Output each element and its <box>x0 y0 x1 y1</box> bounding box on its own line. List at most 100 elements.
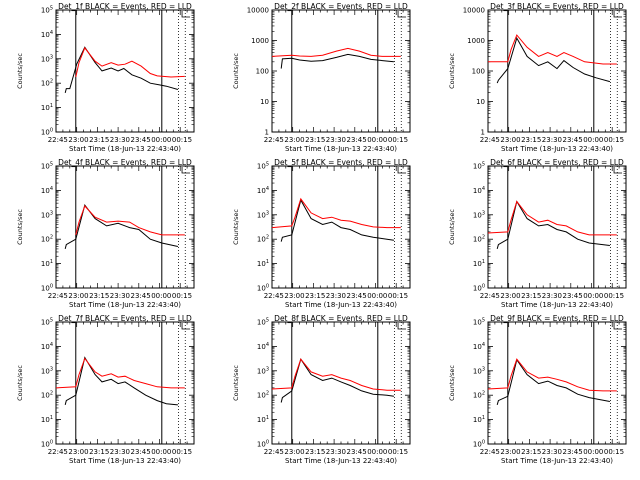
panel-det-6f: Det_6f BLACK = Events, RED = LLD 100 101 10… <box>448 158 627 309</box>
series-line-events <box>280 53 394 69</box>
x-axis-label: Start Time (18-Jun-13 22:43:40) <box>285 301 397 309</box>
y-tick-label: 104 <box>257 186 269 195</box>
series-line-lld <box>488 34 617 65</box>
panel-det-9f: Det_9f BLACK = Events, RED = LLD 100 101 10… <box>448 314 627 465</box>
x-tick-label: 00:00 <box>583 448 603 456</box>
x-tick-label: 23:30 <box>110 136 130 144</box>
x-tick-label: 00:15 <box>604 136 624 144</box>
panel-title: Det_7f BLACK = Events, RED = LLD <box>58 314 192 323</box>
y-axis-label: Counts/sec <box>448 365 456 401</box>
x-tick-label: 22:45 <box>480 136 500 144</box>
plot-frame <box>271 165 411 289</box>
y-tick-label: 104 <box>41 342 53 351</box>
bracket-marker <box>181 323 191 330</box>
x-tick-label: 23:30 <box>326 136 346 144</box>
series-line-lld <box>75 46 185 78</box>
x-axis-label: Start Time (18-Jun-13 22:43:40) <box>69 145 181 153</box>
y-tick-label: 100 <box>473 284 485 293</box>
x-tick-label: 00:15 <box>388 448 408 456</box>
y-axis-label: Counts/sec <box>232 53 240 89</box>
x-tick-label: 00:00 <box>583 136 603 144</box>
x-tick-label: 22:45 <box>264 292 284 300</box>
panel-det-5f: Det_5f BLACK = Events, RED = LLD 100 101 10… <box>232 158 411 309</box>
x-axis-label: Start Time (18-Jun-13 22:43:40) <box>285 145 397 153</box>
x-axis-label: Start Time (18-Jun-13 22:43:40) <box>501 301 613 309</box>
y-tick-label: 101 <box>41 103 53 112</box>
x-tick-label: 23:00 <box>284 136 304 144</box>
x-tick-label: 23:15 <box>89 292 109 300</box>
y-tick-label: 101 <box>473 259 485 268</box>
x-tick-label: 00:15 <box>604 448 624 456</box>
x-tick-label: 23:45 <box>131 448 151 456</box>
x-tick-label: 00:00 <box>367 136 387 144</box>
x-tick-label: 00:00 <box>151 292 171 300</box>
y-tick-label: 104 <box>473 342 485 351</box>
series-line-lld <box>487 358 617 392</box>
y-tick-label: 105 <box>473 318 485 327</box>
x-tick-label: 22:45 <box>264 136 284 144</box>
bracket-marker <box>613 167 623 174</box>
x-tick-label: 23:15 <box>305 292 325 300</box>
series-line-events <box>496 36 611 84</box>
bracket-marker <box>181 11 191 18</box>
y-tick-label: 100 <box>256 68 269 76</box>
y-tick-label: 101 <box>41 415 53 424</box>
y-tick-label: 105 <box>41 318 53 327</box>
bracket-marker <box>397 11 407 18</box>
x-tick-label: 23:30 <box>542 448 562 456</box>
x-tick-label: 23:45 <box>131 136 151 144</box>
bracket-marker <box>613 11 623 18</box>
y-tick-label: 101 <box>41 259 53 268</box>
panel-title: Det_1f BLACK = Events, RED = LLD <box>58 2 192 11</box>
series-line-lld <box>75 205 185 236</box>
x-tick-label: 23:45 <box>347 292 367 300</box>
bracket-marker <box>397 323 407 330</box>
x-axis-label: Start Time (18-Jun-13 22:43:40) <box>501 145 613 153</box>
x-tick-label: 00:00 <box>151 448 171 456</box>
series-line-events <box>280 198 394 242</box>
panel-title: Det_5f BLACK = Events, RED = LLD <box>274 158 408 167</box>
x-axis-label: Start Time (18-Jun-13 22:43:40) <box>285 457 397 465</box>
y-tick-label: 101 <box>473 415 485 424</box>
x-tick-label: 23:15 <box>89 136 109 144</box>
x-tick-label: 23:45 <box>563 448 583 456</box>
series-line-events <box>64 356 178 406</box>
x-tick-label: 22:45 <box>480 448 500 456</box>
y-tick-label: 102 <box>257 235 269 244</box>
plot-frame <box>487 9 627 133</box>
x-tick-label: 23:00 <box>284 292 304 300</box>
x-tick-label: 23:30 <box>542 136 562 144</box>
y-tick-label: 103 <box>257 366 269 375</box>
x-tick-label: 23:45 <box>131 292 151 300</box>
series-line-events <box>64 203 179 250</box>
y-tick-label: 10000 <box>247 7 269 15</box>
x-tick-label: 23:00 <box>500 448 520 456</box>
y-tick-label: 10 <box>260 98 269 106</box>
y-tick-label: 102 <box>473 235 485 244</box>
x-tick-label: 23:30 <box>542 292 562 300</box>
y-tick-label: 102 <box>41 235 53 244</box>
y-tick-label: 102 <box>257 391 269 400</box>
y-tick-label: 100 <box>257 440 269 449</box>
x-tick-label: 23:45 <box>347 448 367 456</box>
x-tick-label: 23:00 <box>68 448 88 456</box>
y-tick-label: 102 <box>473 391 485 400</box>
x-tick-label: 23:00 <box>500 292 520 300</box>
y-tick-label: 10000 <box>463 7 485 15</box>
x-tick-label: 00:00 <box>367 448 387 456</box>
y-tick-label: 100 <box>473 440 485 449</box>
y-axis-label: Counts/sec <box>448 209 456 245</box>
x-tick-label: 00:00 <box>583 292 603 300</box>
panel-title: Det_2f BLACK = Events, RED = LLD <box>274 2 408 11</box>
panel-title: Det_4f BLACK = Events, RED = LLD <box>58 158 192 167</box>
x-tick-label: 23:00 <box>68 292 88 300</box>
y-axis-label: Counts/sec <box>16 365 24 401</box>
y-axis-label: Counts/sec <box>16 209 24 245</box>
y-tick-label: 104 <box>41 186 53 195</box>
y-tick-label: 104 <box>41 30 53 39</box>
y-tick-label: 105 <box>257 162 269 171</box>
panel-title: Det_6f BLACK = Events, RED = LLD <box>490 158 624 167</box>
x-tick-label: 22:45 <box>480 292 500 300</box>
y-tick-label: 105 <box>41 6 53 15</box>
x-tick-label: 23:15 <box>521 136 541 144</box>
